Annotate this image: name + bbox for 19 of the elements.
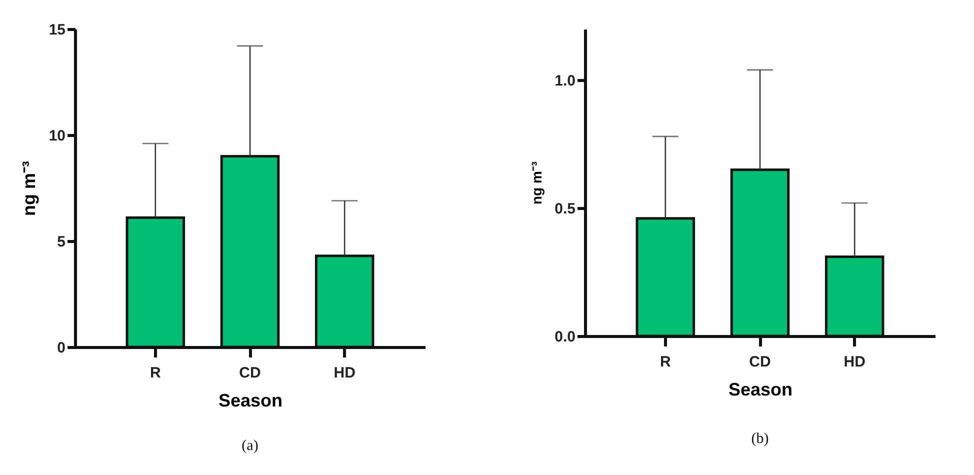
x-tick-label: CD [239, 364, 261, 382]
x-tick-label: R [150, 364, 161, 382]
y-tick-label: 0.0 [554, 328, 576, 346]
y-tick-label: 0 [57, 340, 66, 356]
y-axis-title: ng m⁻³ [18, 161, 39, 216]
y-tick-label: 1.0 [554, 72, 576, 90]
text: (b) [751, 431, 769, 447]
x-tick-label: CD [749, 354, 771, 370]
x-axis-title: Season [218, 390, 283, 410]
y-tick-label: 10 [48, 128, 66, 144]
y-tick-label: 0.5 [554, 200, 576, 218]
y-tick-label: 15 [48, 22, 66, 38]
x-tick-label: HD [844, 354, 866, 370]
x-tick-label: HD [334, 364, 356, 382]
x-axis-title: Season [728, 380, 793, 400]
text: (a) [242, 438, 258, 454]
y-axis-title: ng m⁻³ [528, 161, 545, 205]
y-tick-label: 5 [57, 234, 66, 250]
x-tick-label: R [660, 354, 671, 370]
